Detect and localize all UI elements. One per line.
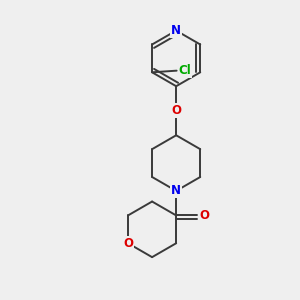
Text: O: O (171, 104, 181, 117)
Text: O: O (123, 237, 133, 250)
Text: N: N (171, 24, 181, 37)
Text: O: O (200, 209, 210, 222)
Text: N: N (171, 184, 181, 197)
Text: Cl: Cl (179, 64, 191, 77)
